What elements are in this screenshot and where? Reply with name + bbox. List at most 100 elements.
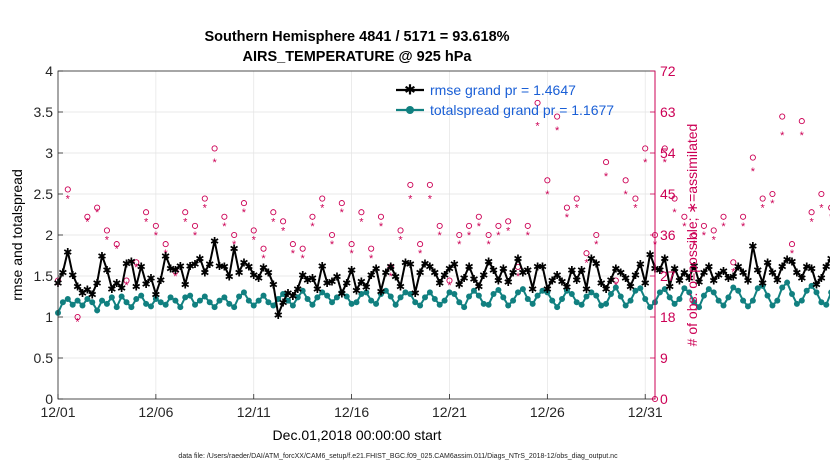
y-tick-label: 1 bbox=[45, 309, 53, 325]
x-axis-ticks: 12/01 12/06 12/11 12/16 12/21 12/26 12/31 bbox=[40, 394, 663, 420]
obs-assimilated-point: * bbox=[398, 235, 403, 247]
totalspread-point bbox=[59, 299, 66, 306]
rmse-point: ✱ bbox=[234, 267, 243, 279]
totalspread-point bbox=[642, 295, 649, 302]
y2-tick-label: 27 bbox=[660, 268, 676, 284]
y2-tick-label: 18 bbox=[660, 309, 676, 325]
rmse-point: ✱ bbox=[792, 267, 801, 279]
obs-assimilated-point: * bbox=[447, 280, 452, 292]
obs-possible-point bbox=[661, 145, 668, 152]
obs-assimilated-point: * bbox=[232, 239, 237, 251]
rmse-point: ✱ bbox=[401, 258, 410, 270]
plot-area: * * * * * * * * * * * * * * * * * * * * * * * * * * * * * * * * * * * * * * * *… bbox=[53, 70, 830, 403]
rmse-point: ✱ bbox=[137, 262, 146, 274]
rmse-point: ✱ bbox=[778, 262, 787, 274]
obs-assimilated-point: * bbox=[496, 230, 501, 242]
totalspread-point bbox=[495, 286, 502, 293]
totalspread-point bbox=[700, 292, 707, 299]
totalspread-point bbox=[201, 293, 208, 300]
rmse-point: ✱ bbox=[332, 272, 341, 284]
rmse-point: ✱ bbox=[822, 262, 830, 274]
totalspread-point bbox=[681, 285, 688, 292]
totalspread-point bbox=[730, 284, 737, 291]
y-tick-label: 3 bbox=[45, 145, 53, 161]
footer-datafile: data file: /Users/raeder/DAI/ATM_forcXX/… bbox=[178, 453, 618, 460]
y2-tick-label: 36 bbox=[660, 227, 676, 243]
rmse-point: ✱ bbox=[259, 262, 268, 274]
totalspread-point bbox=[353, 299, 360, 306]
totalspread-point bbox=[823, 301, 830, 308]
obs-possible-point bbox=[769, 190, 776, 198]
obs-assimilated-point: * bbox=[320, 203, 325, 215]
obs-assimilated-point: * bbox=[712, 235, 717, 247]
totalspread-point bbox=[84, 295, 91, 302]
obs-assimilated-point: * bbox=[124, 280, 129, 292]
obs-possible-point bbox=[446, 277, 453, 284]
obs-possible-point bbox=[544, 177, 551, 184]
obs-assimilated-point: * bbox=[663, 157, 668, 169]
rmse-point: ✱ bbox=[102, 265, 111, 277]
obs-assimilated-point: * bbox=[486, 239, 491, 251]
y2-tick-label: 9 bbox=[660, 350, 668, 366]
totalspread-point bbox=[123, 299, 130, 306]
rmse-point: ✱ bbox=[352, 285, 361, 297]
rmse-point: ✱ bbox=[93, 278, 102, 290]
rmse-point: ✱ bbox=[719, 266, 728, 278]
obs-assimilated-point: * bbox=[134, 262, 139, 274]
rmse-point: ✱ bbox=[807, 263, 816, 275]
obs-possible-point bbox=[681, 213, 688, 220]
rmse-point: ✱ bbox=[391, 272, 400, 284]
rmse-point: ✱ bbox=[572, 275, 581, 287]
totalspread-point bbox=[147, 303, 154, 310]
rmse-point: ✱ bbox=[210, 236, 219, 248]
obs-assimilated-point: * bbox=[408, 194, 413, 206]
rmse-point: ✱ bbox=[587, 253, 596, 265]
totalspread-point bbox=[764, 292, 771, 299]
obs-possible-point bbox=[691, 231, 698, 239]
obs-possible-point bbox=[710, 227, 717, 234]
rmse-point: ✱ bbox=[499, 263, 508, 275]
totalspread-point bbox=[514, 289, 521, 296]
obs-assimilated-point: * bbox=[379, 221, 384, 233]
obs-possible-point bbox=[201, 195, 208, 202]
rmse-point: ✱ bbox=[690, 261, 699, 273]
obs-assimilated-point: * bbox=[261, 253, 266, 265]
rmse-point: ✱ bbox=[724, 273, 733, 285]
totalspread-point bbox=[309, 301, 316, 308]
obs-possible-point bbox=[280, 218, 287, 225]
obs-possible-point bbox=[152, 222, 159, 229]
x-tick-label: 12/06 bbox=[138, 404, 173, 420]
totalspread-point bbox=[431, 295, 438, 302]
obs-possible-point bbox=[495, 222, 502, 229]
rmse-point: ✱ bbox=[518, 267, 527, 279]
rmse-point: ✱ bbox=[83, 285, 92, 297]
totalspread-point bbox=[661, 286, 668, 293]
rmse-point: ✱ bbox=[117, 283, 126, 295]
rmse-point: ✱ bbox=[371, 263, 380, 275]
totalspread-point bbox=[749, 297, 756, 304]
rmse-point: ✱ bbox=[729, 272, 738, 284]
rmse-point: ✱ bbox=[464, 262, 473, 274]
rmse-point: ✱ bbox=[225, 272, 234, 284]
y-tick-label: 0 bbox=[45, 391, 53, 407]
x-tick-label: 12/01 bbox=[40, 404, 75, 420]
obs-possible-point bbox=[759, 195, 766, 202]
totalspread-point bbox=[627, 297, 634, 304]
obs-assimilated-point: * bbox=[731, 266, 736, 278]
totalspread-point bbox=[192, 301, 199, 308]
totalspread-point bbox=[382, 287, 389, 294]
obs-assimilated-point: * bbox=[535, 121, 540, 133]
totalspread-point bbox=[299, 287, 306, 294]
rmse-point: ✱ bbox=[337, 289, 346, 301]
totalspread-point bbox=[774, 297, 781, 304]
obs-possible-point bbox=[299, 245, 306, 252]
y-tick-label: 3.5 bbox=[34, 104, 54, 120]
totalspread-point bbox=[206, 299, 213, 306]
rmse-point: ✱ bbox=[357, 276, 366, 288]
totalspread-point bbox=[294, 294, 301, 301]
rmse-point: ✱ bbox=[176, 261, 185, 273]
obs-possible-point bbox=[612, 277, 619, 284]
totalspread-point bbox=[647, 304, 654, 311]
rmse-point: ✱ bbox=[592, 258, 601, 270]
